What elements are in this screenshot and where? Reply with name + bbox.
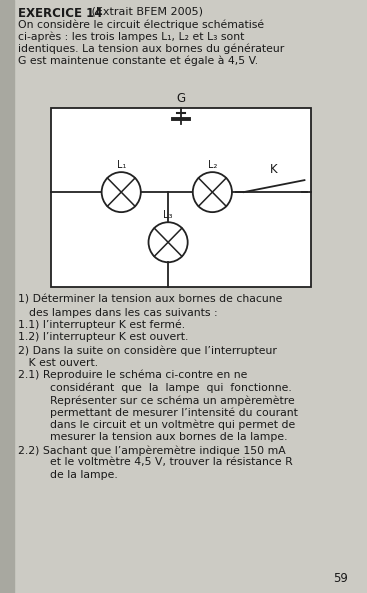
Text: 1.2) l’interrupteur K est ouvert.: 1.2) l’interrupteur K est ouvert. (18, 333, 188, 343)
Text: G: G (177, 92, 186, 105)
Text: ci-après : les trois lampes L₁, L₂ et L₃ sont: ci-après : les trois lampes L₁, L₂ et L₃… (18, 32, 244, 43)
Text: permettant de mesurer l’intensité du courant: permettant de mesurer l’intensité du cou… (29, 407, 298, 418)
Text: Représenter sur ce schéma un ampèremètre: Représenter sur ce schéma un ampèremètre (29, 395, 295, 406)
Circle shape (149, 222, 188, 262)
Text: K: K (270, 163, 277, 176)
Text: dans le circuit et un voltmètre qui permet de: dans le circuit et un voltmètre qui perm… (29, 420, 296, 431)
Text: G est maintenue constante et égale à 4,5 V.: G est maintenue constante et égale à 4,5… (18, 56, 258, 66)
Text: 2.1) Reproduire le schéma ci-contre en ne: 2.1) Reproduire le schéma ci-contre en n… (18, 370, 247, 381)
Text: 59: 59 (333, 572, 348, 585)
Circle shape (193, 172, 232, 212)
Circle shape (102, 172, 141, 212)
Text: de la lampe.: de la lampe. (29, 470, 118, 480)
Text: L₂: L₂ (208, 160, 217, 170)
Text: K est ouvert.: K est ouvert. (18, 358, 98, 368)
Text: des lampes dans les cas suivants :: des lampes dans les cas suivants : (29, 308, 218, 317)
Text: L₁: L₁ (117, 160, 126, 170)
Text: L₃: L₃ (163, 211, 173, 220)
Text: EXERCICE 14: EXERCICE 14 (18, 7, 102, 20)
Text: considérant  que  la  lampe  qui  fonctionne.: considérant que la lampe qui fonctionne. (29, 382, 292, 393)
Text: On considère le circuit électrique schématisé: On considère le circuit électrique schém… (18, 20, 264, 30)
Bar (0, 0, 14, 593)
Text: (Extrait BFEM 2005): (Extrait BFEM 2005) (88, 7, 203, 17)
Text: mesurer la tension aux bornes de la lampe.: mesurer la tension aux bornes de la lamp… (29, 432, 288, 442)
Text: identiques. La tension aux bornes du générateur: identiques. La tension aux bornes du gén… (18, 44, 284, 55)
Text: 1) Déterminer la tension aux bornes de chacune: 1) Déterminer la tension aux bornes de c… (18, 295, 282, 305)
Text: 1.1) l’interrupteur K est fermé.: 1.1) l’interrupteur K est fermé. (18, 320, 185, 330)
Text: 2) Dans la suite on considère que l’interrupteur: 2) Dans la suite on considère que l’inte… (18, 345, 276, 355)
Text: et le voltmètre 4,5 V, trouver la résistance R: et le voltmètre 4,5 V, trouver la résist… (29, 458, 293, 467)
Text: 2.2) Sachant que l’ampèremètre indique 150 mA: 2.2) Sachant que l’ampèremètre indique 1… (18, 445, 286, 455)
Bar (51, 108, 311, 287)
